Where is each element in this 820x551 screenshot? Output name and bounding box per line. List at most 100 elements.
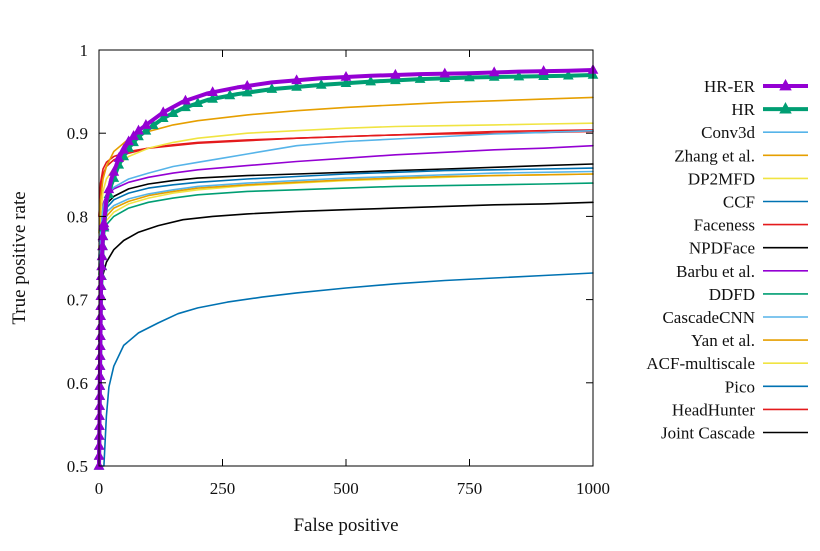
- x-tick-label: 500: [333, 479, 359, 498]
- series-marker: [147, 119, 159, 130]
- series-marker: [207, 92, 218, 103]
- x-axis-title: False positive: [293, 515, 398, 536]
- legend-item-15: Joint Cascade: [661, 424, 808, 443]
- legend-label: NPDFace: [689, 239, 755, 258]
- series-line: [98, 96, 594, 234]
- y-tick-label: 0.6: [67, 374, 88, 393]
- y-axis-title: True positive rate: [9, 191, 30, 324]
- series-marker: [180, 101, 191, 112]
- series-marker: [224, 89, 236, 100]
- series-marker: [94, 390, 106, 400]
- legend-label: CascadeCNN: [662, 308, 755, 327]
- legend-label: Conv3d: [701, 123, 755, 142]
- series-marker: [118, 143, 130, 154]
- series-marker: [390, 74, 401, 85]
- series-marker: [108, 165, 120, 176]
- legend-label: Yan et al.: [691, 331, 755, 350]
- series-marker: [94, 360, 106, 370]
- series-line: [98, 272, 594, 467]
- series-marker: [96, 250, 108, 261]
- legend-label: Faceness: [694, 216, 755, 235]
- legend-item-6: Faceness: [694, 216, 808, 235]
- series-marker: [439, 67, 451, 78]
- series-marker: [390, 68, 401, 79]
- legend-label: Joint Cascade: [661, 424, 755, 443]
- y-tick-label: 0.7: [67, 291, 89, 310]
- x-tick-label: 250: [210, 479, 236, 498]
- legend-label: HR: [731, 100, 755, 119]
- legend-marker: [779, 78, 792, 91]
- series-marker: [95, 310, 106, 320]
- x-tick-label: 0: [95, 479, 104, 498]
- legend-item-3: Zhang et al.: [674, 146, 808, 165]
- series-marker: [167, 107, 179, 117]
- series-marker: [103, 183, 115, 194]
- series-marker: [207, 86, 218, 97]
- series-marker: [192, 97, 204, 107]
- x-tick-label: 1000: [576, 479, 610, 498]
- series-marker: [95, 320, 106, 330]
- series-marker: [157, 112, 169, 122]
- y-tick-label: 0.5: [67, 457, 88, 476]
- series-marker: [291, 80, 302, 91]
- x-tick-label: 750: [457, 479, 483, 498]
- series-4: [98, 122, 594, 251]
- legend-item-7: NPDFace: [689, 239, 808, 258]
- series-marker: [97, 240, 108, 251]
- series-marker: [95, 300, 107, 311]
- y-tick-label: 1: [80, 41, 89, 60]
- series-marker: [538, 65, 549, 75]
- series-marker: [464, 71, 475, 82]
- series-layer: [93, 63, 599, 470]
- series-marker: [94, 370, 106, 380]
- legend-label: HeadHunter: [672, 400, 755, 419]
- legend-item-5: CCF: [723, 193, 808, 212]
- series-marker: [94, 340, 106, 350]
- legend-label: DDFD: [709, 285, 755, 304]
- series-line: [98, 122, 594, 251]
- legend-label: Zhang et al.: [674, 146, 755, 165]
- series-marker: [513, 70, 525, 81]
- series-marker: [365, 75, 377, 86]
- series-marker: [157, 106, 169, 117]
- series-marker: [94, 350, 106, 360]
- series-marker: [538, 70, 549, 80]
- legend-label: Barbu et al.: [676, 262, 755, 281]
- series-marker: [94, 400, 105, 410]
- y-tick-label: 0.8: [67, 207, 88, 226]
- legend-label: HR-ER: [704, 77, 756, 96]
- legend-item-11: Yan et al.: [691, 331, 808, 350]
- series-marker: [97, 230, 109, 241]
- series-marker: [340, 77, 352, 88]
- series-marker: [315, 78, 327, 89]
- y-tick-label: 0.9: [67, 124, 88, 143]
- series-line: [98, 201, 594, 342]
- legend-item-12: ACF-multiscale: [646, 354, 808, 373]
- series-marker: [562, 69, 574, 80]
- series-marker: [140, 124, 152, 135]
- legend-label: DP2MFD: [688, 169, 755, 188]
- series-3: [98, 96, 594, 234]
- series-marker: [266, 83, 278, 93]
- legend-label: Pico: [725, 377, 755, 396]
- series-marker: [95, 330, 106, 340]
- series-marker: [488, 66, 500, 77]
- series-marker: [113, 152, 125, 162]
- legend-item-0: HR-ER: [704, 77, 808, 96]
- series-marker: [291, 74, 302, 85]
- legend-item-2: Conv3d: [701, 123, 808, 142]
- series-marker: [123, 135, 134, 146]
- legend-item-10: CascadeCNN: [662, 308, 808, 327]
- series-marker: [340, 70, 352, 81]
- series-marker: [94, 380, 106, 390]
- series-marker: [414, 73, 426, 83]
- axes-layer: 0 250 500 750 1000 0.5 0.6 0.7 0.8 0.9 1: [67, 41, 610, 498]
- series-marker: [133, 124, 144, 135]
- legend-item-14: HeadHunter: [672, 400, 808, 419]
- legend-label: CCF: [723, 193, 755, 212]
- legend-item-13: Pico: [725, 377, 808, 396]
- series-marker: [241, 79, 253, 90]
- legend-label: ACF-multiscale: [646, 354, 755, 373]
- series-15: [98, 201, 594, 342]
